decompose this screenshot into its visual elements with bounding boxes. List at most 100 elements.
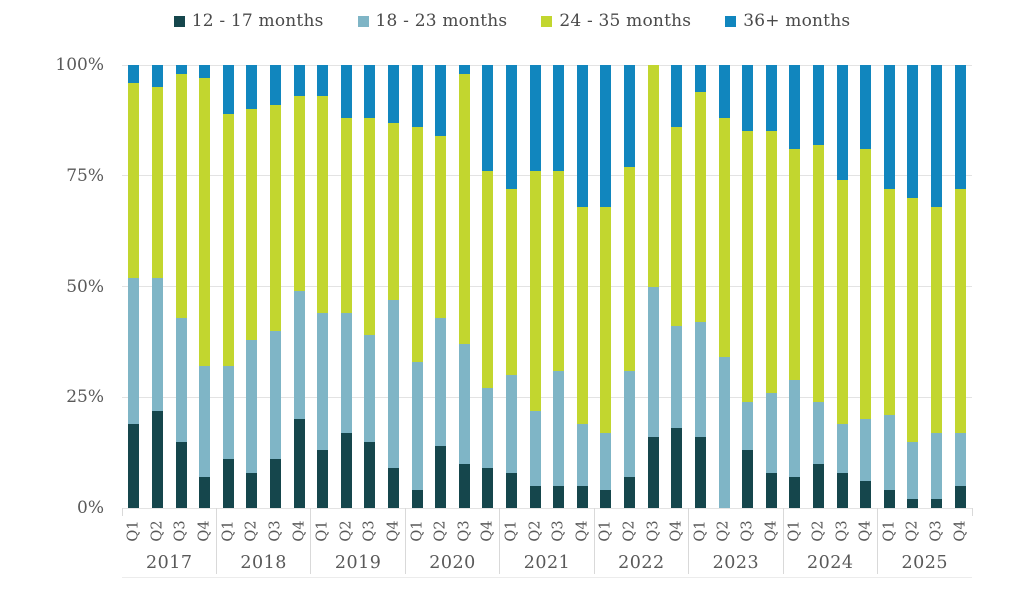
bar-segment — [364, 441, 376, 508]
bar-slot-2019-Q3 — [358, 65, 382, 508]
bar-segment — [765, 472, 777, 508]
bar-segment — [600, 490, 612, 508]
bar-segment — [553, 65, 565, 172]
stacked-bar-2019-Q2 — [340, 65, 352, 508]
bar-segment — [529, 410, 541, 486]
legend-item: 24 - 35 months — [541, 11, 691, 31]
bar-segment — [458, 65, 470, 74]
x-axis-year-label: 2018 — [240, 553, 287, 573]
bar-segment — [317, 313, 329, 451]
bar-segment — [529, 171, 541, 411]
bar-segment — [411, 65, 423, 128]
chart-legend: 12 - 17 months 18 - 23 months 24 - 35 mont… — [0, 8, 1024, 34]
gridline — [122, 507, 972, 509]
stacked-bar-2020-Q2 — [435, 65, 447, 508]
bar-segment — [789, 65, 801, 150]
bar-segment — [718, 65, 730, 119]
bar-segment — [718, 118, 730, 358]
bar-segment — [600, 432, 612, 491]
bar-segment — [576, 485, 588, 508]
bar-slot-2021-Q3 — [547, 65, 571, 508]
stacked-bar-2017-Q2 — [151, 65, 163, 508]
bar-segment — [812, 144, 824, 402]
bar-segment — [671, 326, 683, 429]
bar-segment — [435, 317, 447, 446]
bar-segment — [128, 423, 140, 508]
bar-segment — [883, 189, 895, 415]
bar-slot-2017-Q3 — [169, 65, 193, 508]
x-axis-year-label: 2021 — [523, 553, 571, 573]
x-axis-year-labels: 2017 2018 2019 2020 2021 2022 2023 2024 2025 — [122, 551, 972, 575]
stacked-bar-2019-Q4 — [388, 65, 399, 508]
bar-segment — [883, 490, 895, 508]
bar-slot-2018-Q4 — [287, 65, 311, 508]
bar-segment — [883, 65, 895, 190]
bar-segment — [388, 468, 399, 508]
stacked-bar-2018-Q2 — [246, 65, 258, 508]
bar-segment — [128, 82, 140, 278]
bar-segment — [482, 171, 494, 389]
bar-segment — [151, 410, 163, 508]
bar-segment — [340, 313, 352, 433]
bar-segment — [883, 414, 895, 491]
bar-segment — [576, 206, 588, 424]
bar-segment — [293, 290, 305, 420]
bar-segment — [860, 419, 872, 482]
bar-segment — [624, 477, 636, 508]
y-axis: 0% 25% 50% 75% 100% — [0, 55, 112, 518]
stacked-bar-2022-Q3 — [647, 65, 659, 508]
bar-slot-2019-Q2 — [334, 65, 358, 508]
bar-slot-2022-Q1 — [594, 65, 618, 508]
bar-segment — [175, 317, 187, 442]
bar-slot-2018-Q1 — [216, 65, 240, 508]
bar-slot-2017-Q4 — [193, 65, 217, 508]
bar-segment — [151, 65, 163, 88]
year-divider-line — [215, 508, 217, 574]
bar-segment — [128, 277, 140, 424]
bar-segment — [506, 375, 518, 473]
year-divider-line — [499, 508, 501, 574]
bars-layer — [122, 65, 972, 508]
legend-label: 24 - 35 months — [559, 11, 692, 31]
bar-segment — [765, 131, 777, 393]
bar-segment — [293, 96, 305, 291]
bar-segment — [789, 379, 801, 477]
bar-segment — [482, 388, 494, 469]
bar-segment — [600, 206, 612, 433]
stacked-bar-2024-Q2 — [812, 65, 824, 508]
stacked-bar-2017-Q4 — [199, 65, 211, 508]
bar-segment — [647, 286, 659, 438]
bar-segment — [175, 65, 187, 74]
bar-slot-2023-Q1 — [689, 65, 713, 508]
bar-segment — [435, 135, 447, 318]
bar-slot-2017-Q1 — [122, 65, 146, 508]
stacked-bar-2024-Q4 — [860, 65, 872, 508]
x-axis-year-label: 2017 — [145, 553, 193, 573]
bar-slot-2022-Q2 — [618, 65, 642, 508]
x-axis-bottom-line — [122, 577, 972, 578]
bar-segment — [506, 189, 518, 376]
bar-segment — [364, 118, 376, 336]
bar-segment — [435, 65, 447, 136]
bar-segment — [931, 499, 943, 508]
gridline — [122, 286, 972, 287]
legend-item: 36+ months — [725, 11, 850, 31]
bar-slot-2018-Q3 — [264, 65, 288, 508]
stacked-bar-2025-Q2 — [907, 65, 919, 508]
bar-segment — [458, 344, 470, 464]
bar-slot-2024-Q4 — [854, 65, 878, 508]
bar-segment — [789, 477, 801, 508]
bar-segment — [269, 104, 281, 331]
bar-segment — [789, 149, 801, 380]
gridline — [122, 396, 972, 398]
bar-segment — [506, 65, 518, 190]
legend-label: 18 - 23 months — [375, 11, 508, 31]
bar-segment — [411, 127, 423, 362]
bar-segment — [694, 321, 706, 438]
bar-segment — [222, 65, 234, 114]
bar-segment — [482, 65, 494, 172]
plot-area — [122, 64, 972, 509]
stacked-bar-2025-Q1 — [883, 65, 895, 508]
bar-segment — [860, 65, 872, 150]
